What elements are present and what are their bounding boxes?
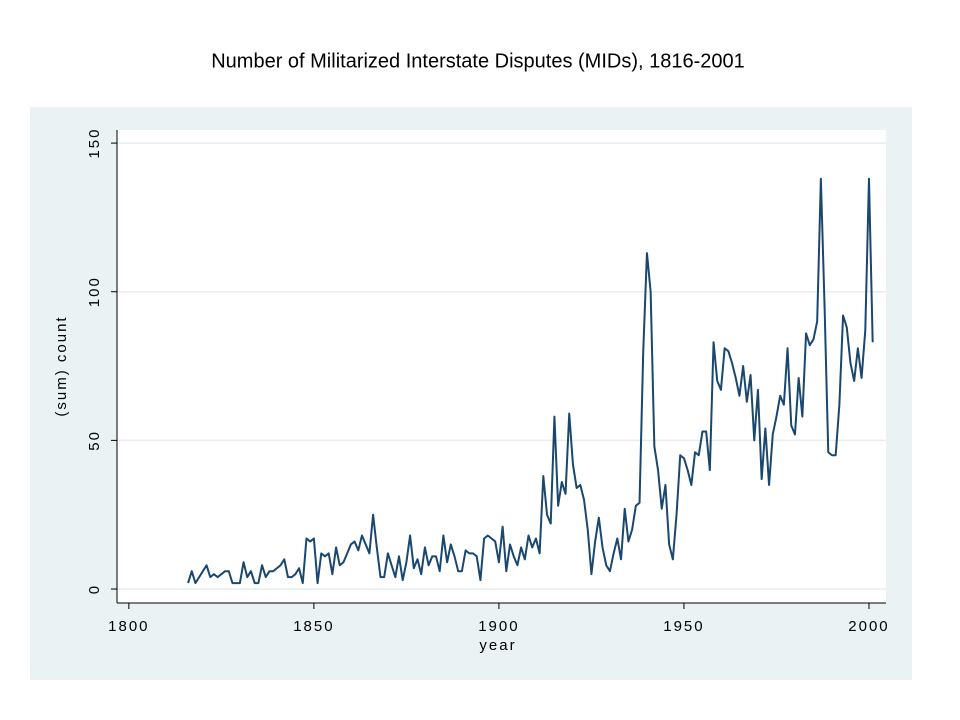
x-tick-label: 1950 — [663, 618, 704, 635]
x-tick-label: 1850 — [293, 618, 334, 635]
y-tick-label: 50 — [86, 430, 103, 451]
y-axis-title: (sum) count — [53, 315, 70, 416]
chart-title: Number of Militarized Interstate Dispute… — [211, 50, 745, 72]
y-tick-label: 100 — [86, 276, 103, 307]
series-line — [187, 177, 874, 585]
y-tick-label: 150 — [86, 128, 103, 159]
x-tick-label: 1900 — [478, 618, 519, 635]
x-tick-label: 2000 — [848, 618, 889, 635]
x-tick-label: 1800 — [108, 618, 149, 635]
plot-region — [117, 130, 886, 603]
x-axis-title: year — [479, 637, 516, 654]
y-tick-label: 0 — [86, 584, 103, 594]
